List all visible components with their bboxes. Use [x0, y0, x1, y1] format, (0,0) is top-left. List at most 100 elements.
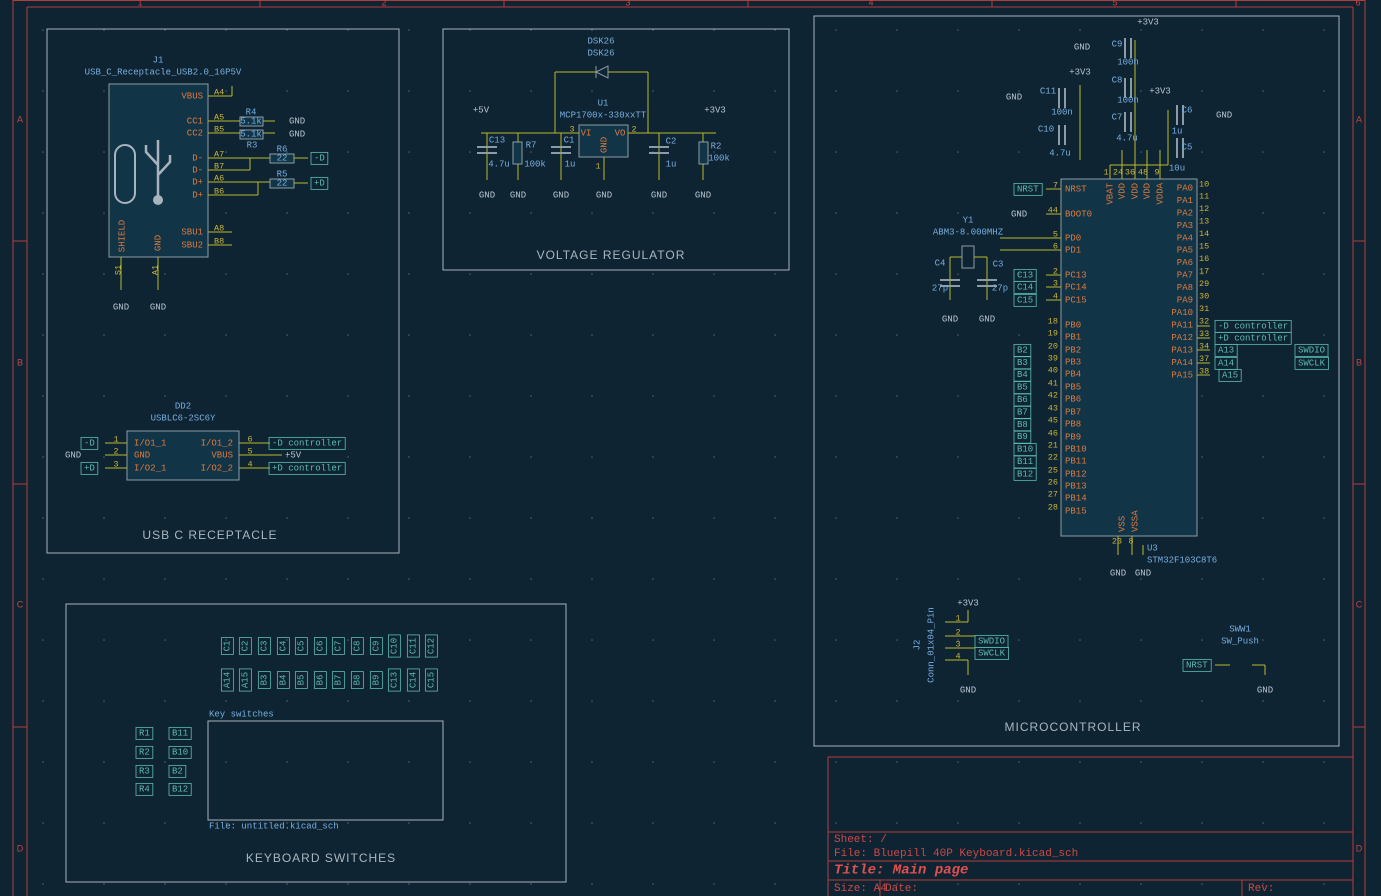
wires: [105, 40, 1266, 675]
text: 1u: [666, 159, 677, 169]
net-label-box: [168, 726, 192, 740]
pin-number: 20: [1048, 341, 1058, 351]
net-label: SWCLK: [978, 648, 1006, 658]
pin-number: 2: [631, 124, 636, 134]
text: USBLC6-2SC6Y: [151, 413, 216, 423]
net-label: C14: [1017, 282, 1033, 292]
title-block-box: [827, 756, 1354, 896]
net-label: B12: [1017, 469, 1033, 479]
text: C8: [1112, 75, 1123, 85]
text: 3: [625, 0, 630, 7]
net-label-box: [1013, 467, 1037, 481]
pin-name: PD1: [1065, 245, 1081, 255]
pin-name: PB6: [1065, 394, 1081, 404]
text: 22: [277, 178, 288, 188]
pin-number: B7: [214, 161, 224, 171]
power-label: GND: [979, 314, 995, 324]
text: Conn_01x04_Pin: [926, 607, 936, 683]
net-label: C1: [222, 641, 232, 652]
net-label: R2: [139, 747, 150, 757]
text: C6: [1182, 105, 1193, 115]
pin-name: PA6: [1177, 258, 1193, 268]
pin-name: VSSA: [1130, 510, 1140, 532]
pin-number: 44: [1048, 205, 1058, 215]
pin-name: PA9: [1177, 296, 1193, 306]
text: 5.1k: [240, 116, 262, 126]
pin-number: 48: [1138, 167, 1148, 177]
net-label: B4: [278, 675, 288, 686]
pin-name: PB12: [1065, 469, 1087, 479]
text: R5: [277, 169, 288, 179]
net-label-box: [387, 668, 401, 692]
power-label: GND: [942, 314, 958, 324]
pin-number: 7: [1053, 180, 1058, 190]
net-label: SWDIO: [1298, 345, 1325, 355]
net-label-box: [220, 637, 234, 655]
power-label: GND: [1216, 110, 1232, 120]
net-label: B7: [1017, 407, 1028, 417]
pin-name: GND: [134, 450, 150, 460]
pin-number: 10: [1199, 179, 1209, 189]
pin-number: 12: [1199, 204, 1209, 214]
power-label: GND: [289, 129, 305, 139]
text: 5.1k: [240, 129, 262, 139]
net-label-box: [406, 634, 420, 658]
pin-name: CC2: [187, 128, 203, 138]
pin-number: 3: [1053, 278, 1058, 288]
pin-number: 19: [1048, 328, 1058, 338]
pin-number: A8: [214, 223, 224, 233]
pin-number: 2: [1053, 266, 1058, 276]
net-label-box: [310, 151, 329, 165]
power-label: GND: [596, 190, 612, 200]
text: SW_Push: [1221, 636, 1259, 646]
net-label: B3: [1017, 358, 1028, 368]
pin-number: 16: [1199, 254, 1209, 264]
text: 100k: [524, 159, 546, 169]
net-label: A14: [222, 672, 232, 688]
pin-number: 4: [955, 651, 960, 661]
net-label-box: [387, 634, 401, 658]
net-label-box: [1013, 182, 1043, 196]
pin-number: 45: [1048, 415, 1058, 425]
text: 1u: [1172, 126, 1183, 136]
net-label-box: [369, 637, 383, 655]
pin-name: PA1: [1177, 196, 1193, 206]
hierarchical-sheet: [207, 720, 444, 821]
text: 22: [277, 153, 288, 163]
pin-name: I/O1_2: [201, 438, 233, 448]
text: DSK26: [587, 36, 614, 46]
pin-number: S1: [113, 265, 123, 275]
net-label: C7: [333, 641, 343, 652]
net-label: C15: [426, 672, 436, 688]
pin-name: SBU2: [181, 240, 203, 250]
pin-name: SHIELD: [117, 220, 127, 252]
pin-name: PA8: [1177, 283, 1193, 293]
pin-number: 11: [1199, 192, 1209, 202]
power-label: GND: [1011, 209, 1027, 219]
pin-name: PA3: [1177, 221, 1193, 231]
text: 100n: [1117, 57, 1139, 67]
text: 4.7u: [1116, 133, 1138, 143]
net-label-box: [350, 637, 364, 655]
power-label: GND: [289, 116, 305, 126]
text: U3: [1147, 543, 1158, 553]
pin-name: VBAT: [1105, 182, 1115, 204]
net-label: +D controller: [272, 463, 342, 473]
net-label-box: [268, 436, 346, 450]
power-label: GND: [150, 302, 166, 312]
power-label: GND: [1135, 568, 1151, 578]
pin-name: PB5: [1065, 382, 1081, 392]
pin-name: BOOT0: [1065, 209, 1092, 219]
sheet-title: VOLTAGE REGULATOR: [537, 248, 686, 262]
net-label: R3: [139, 766, 150, 776]
net-label: R1: [139, 728, 150, 738]
net-label: B11: [172, 728, 188, 738]
text: 27p: [992, 283, 1008, 293]
text: 100k: [708, 153, 730, 163]
power-label: GND: [1074, 42, 1090, 52]
net-label-box: [220, 668, 234, 692]
pin-number: 32: [1199, 316, 1209, 326]
power-label: GND: [1257, 685, 1273, 695]
text: C1: [564, 135, 575, 145]
net-label: C14: [408, 672, 418, 688]
